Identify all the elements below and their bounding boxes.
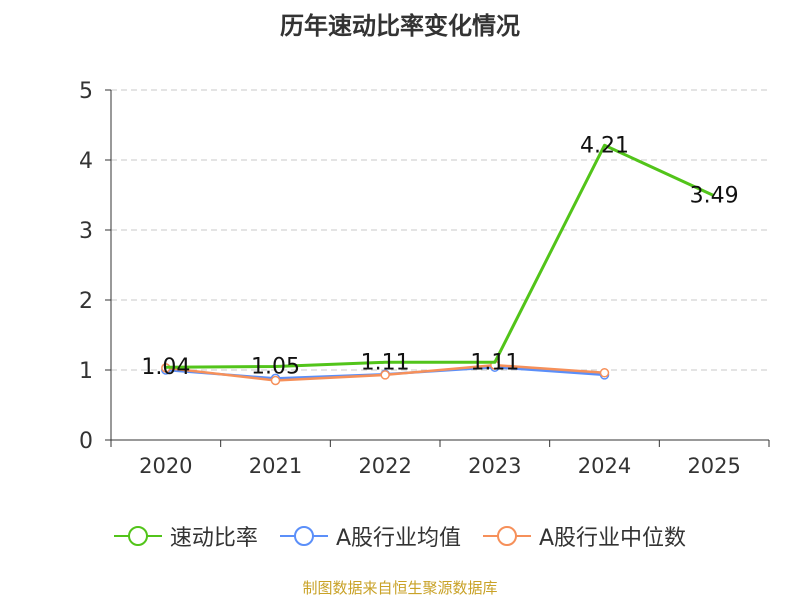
legend-item-industry-median[interactable]: A股行业中位数 — [483, 520, 686, 552]
y-tick-label: 4 — [79, 149, 93, 174]
data-point-2 — [380, 370, 390, 380]
legend-swatch-quick-ratio — [113, 526, 162, 546]
y-tick-label: 3 — [79, 219, 93, 244]
y-tick-label: 5 — [79, 79, 93, 104]
x-tick-label: 2025 — [687, 454, 740, 478]
x-tick-label: 2023 — [468, 454, 521, 478]
data-label: 3.49 — [690, 184, 739, 209]
legend-label-industry-mean: A股行业均值 — [335, 526, 461, 551]
source-note: 制图数据来自恒生聚源数据库 — [302, 579, 498, 597]
y-tick-label: 2 — [79, 289, 93, 314]
y-tick-label: 0 — [79, 429, 93, 454]
legend-item-industry-mean[interactable]: A股行业均值 — [279, 520, 461, 552]
data-point-2 — [270, 375, 281, 386]
y-tick-label: 1 — [79, 359, 93, 384]
legend-item-quick-ratio[interactable]: 速动比率 — [113, 520, 258, 552]
x-tick-label: 2020 — [139, 454, 192, 478]
x-tick-label: 2022 — [358, 454, 411, 478]
data-label: 1.04 — [141, 355, 190, 380]
x-tick-label: 2021 — [249, 454, 302, 478]
legend-label-quick-ratio: 速动比率 — [169, 526, 258, 551]
chart-title: 历年速动比率变化情况 — [280, 12, 520, 40]
data-label: 4.21 — [580, 133, 629, 158]
data-point-2 — [599, 368, 610, 378]
legend: 速动比率 A股行业均值 A股行业中位数 — [0, 520, 800, 552]
legend-label-industry-median: A股行业中位数 — [539, 526, 687, 551]
data-label: 1.05 — [251, 355, 300, 380]
data-label: 1.11 — [470, 350, 519, 375]
x-tick-label: 2024 — [578, 454, 631, 478]
legend-swatch-industry-mean — [279, 526, 328, 546]
data-label: 1.11 — [361, 350, 410, 375]
series-line-0 — [165, 143, 715, 369]
legend-swatch-industry-median — [483, 526, 531, 546]
